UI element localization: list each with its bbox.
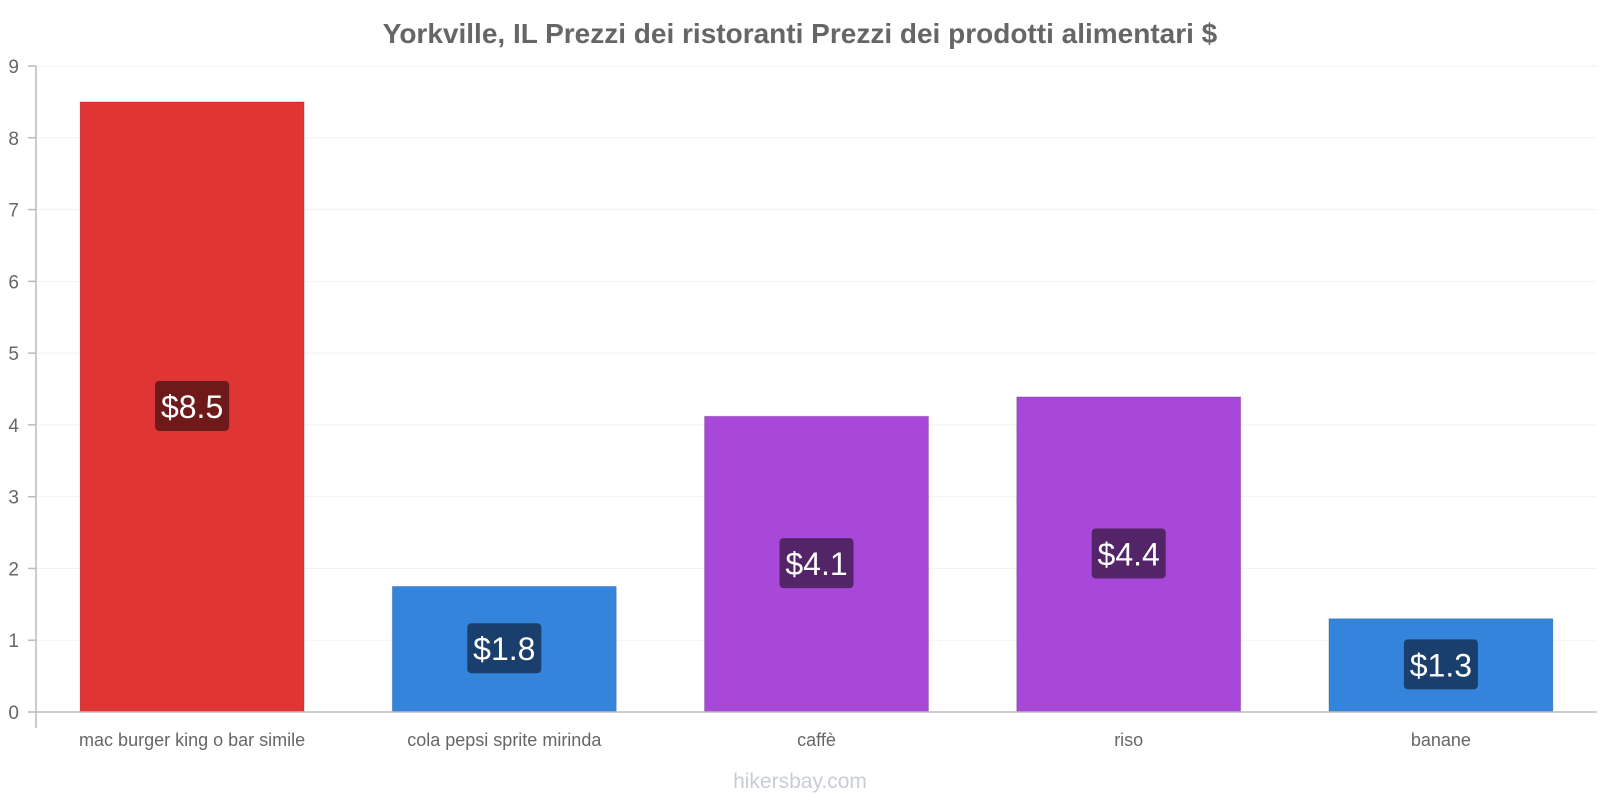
x-tick-label: caffè [797,730,836,750]
y-tick-label: 7 [8,201,19,222]
data-label-box [1091,528,1166,579]
x-tick-label: banane [1411,730,1471,750]
data-label: $4.1 [785,546,847,582]
y-tick-label: 6 [8,272,19,293]
data-label: $4.4 [1098,536,1160,572]
y-tick-label: 5 [8,344,19,365]
watermark: hikersbay.com [733,770,867,793]
y-tick-label: 3 [8,488,19,509]
x-axis-labels: mac burger king o bar simile cola pepsi s… [79,730,1471,750]
y-tick-label: 1 [8,631,19,652]
data-label: $1.3 [1410,647,1472,683]
data-label-box [779,538,854,589]
data-label-box [155,380,230,431]
chart-title: Yorkville, IL Prezzi dei ristoranti Prez… [383,18,1218,49]
data-label: $8.5 [161,389,223,425]
bars [79,101,1554,713]
y-axis-ticks: 0 1 2 3 4 5 6 7 8 9 [8,57,36,724]
data-labels: $8.5 $1.8 $4.1 $4.4 $1.3 [155,380,1478,690]
y-tick-label: 4 [8,416,19,437]
y-tick-label: 9 [8,57,19,78]
x-tick-label: cola pepsi sprite mirinda [407,730,602,750]
x-tick-label: riso [1114,730,1143,750]
x-tick-label: mac burger king o bar simile [79,730,305,750]
y-tick-label: 8 [8,129,19,150]
data-label-box [467,623,542,674]
y-tick-label: 2 [8,559,19,580]
data-label: $1.8 [473,631,535,667]
data-label-box [1403,639,1478,690]
y-tick-label: 0 [8,703,19,724]
